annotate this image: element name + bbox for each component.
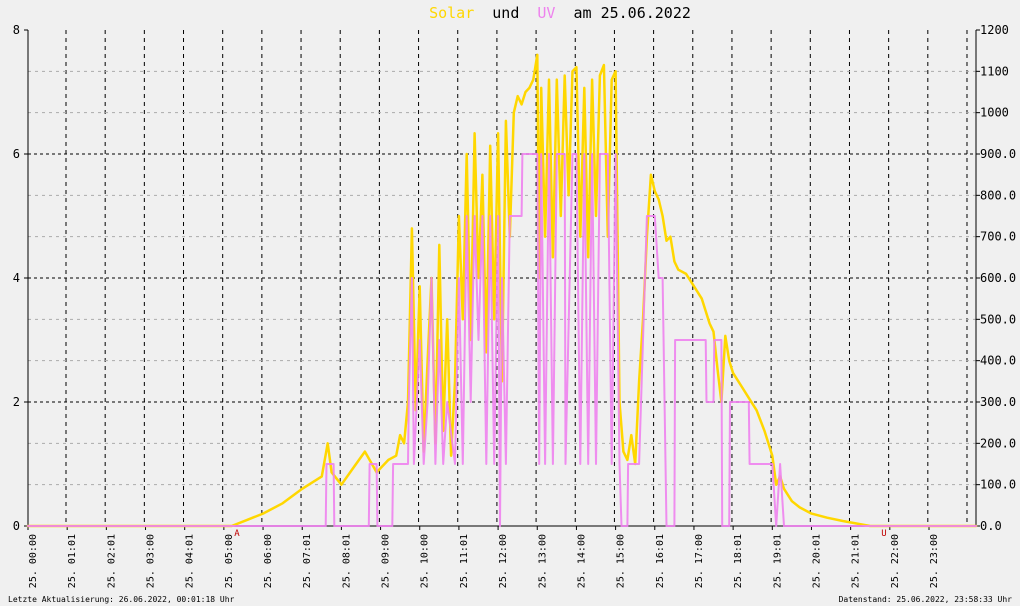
sunrise-marker: A	[234, 529, 240, 539]
series-line-uv	[27, 153, 977, 527]
x-tick-label: 25. 16:01	[655, 534, 666, 588]
y-right-tick-label: 1000	[980, 106, 1009, 120]
y-right-tick-label: 500.0	[980, 312, 1016, 326]
y-right-tick-label: 600.0	[980, 271, 1016, 285]
x-tick-label: 25. 22:00	[890, 534, 901, 588]
y-right-tick-label: 900.0	[980, 147, 1016, 161]
x-tick-label: 25. 17:00	[694, 534, 705, 588]
sunset-marker: U	[881, 529, 886, 539]
x-tick-label: 25. 18:01	[733, 534, 744, 588]
y-right-tick-label: 700.0	[980, 230, 1016, 244]
x-tick-label: 25. 06:00	[263, 534, 274, 588]
x-tick-label: 25. 08:01	[341, 534, 352, 588]
y-left-tick-label: 0	[13, 519, 20, 533]
x-tick-label: 25. 23:00	[929, 534, 940, 588]
x-tick-label: 25. 02:01	[106, 534, 117, 588]
y-right-tick-label: 100.0	[980, 478, 1016, 492]
x-tick-label: 25. 05:00	[224, 534, 235, 588]
footer-last-update: Letzte Aktualisierung: 26.06.2022, 00:01…	[8, 595, 235, 604]
y-right-tick-label: 0.0	[980, 519, 1002, 533]
y-left-tick-label: 8	[13, 23, 20, 37]
title-uv: UV	[537, 4, 555, 22]
x-tick-label: 25. 13:00	[537, 534, 548, 588]
footer-data-status: Datenstand: 25.06.2022, 23:58:33 Uhr	[839, 595, 1013, 604]
y-right-tick-label: 800.0	[980, 188, 1016, 202]
series-layer	[26, 53, 978, 528]
x-tick-label: 25. 10:00	[420, 534, 431, 588]
title-und: und	[492, 4, 519, 22]
x-tick-label: 25. 04:01	[185, 534, 196, 588]
x-tick-label: 25. 20:01	[811, 534, 822, 588]
y-right-tick-label: 300.0	[980, 395, 1016, 409]
x-tick-label: 25. 01:01	[67, 534, 78, 588]
x-tick-label: 25. 03:00	[146, 534, 157, 588]
x-tick-label: 25. 15:00	[616, 534, 627, 588]
x-tick-label: 25. 14:00	[576, 534, 587, 588]
x-tick-label: 25. 12:00	[498, 534, 509, 588]
y-left-tick-label: 4	[13, 271, 20, 285]
chart-title: Solar und UV am 25.06.2022	[429, 4, 691, 22]
title-date: am 25.06.2022	[574, 4, 691, 22]
x-tick-label: 25. 07:01	[302, 534, 313, 588]
x-tick-label: 25. 00:00	[28, 534, 39, 588]
x-tick-label: 25. 21:01	[851, 534, 862, 588]
y-left-tick-label: 6	[13, 147, 20, 161]
x-tick-label: 25. 11:01	[459, 534, 470, 588]
y-left-tick-label: 2	[13, 395, 20, 409]
x-tick-label: 25. 19:01	[772, 534, 783, 588]
y-right-tick-label: 200.0	[980, 436, 1016, 450]
y-right-tick-label: 1200	[980, 23, 1009, 37]
y-right-tick-label: 400.0	[980, 354, 1016, 368]
y-right-tick-label: 1100	[980, 64, 1009, 78]
title-solar: Solar	[429, 4, 474, 22]
x-tick-label: 25. 09:00	[381, 534, 392, 588]
tick-labels: 25. 00:00 25. 01:01 25. 02:01 25. 03:00 25. …	[13, 23, 1016, 588]
